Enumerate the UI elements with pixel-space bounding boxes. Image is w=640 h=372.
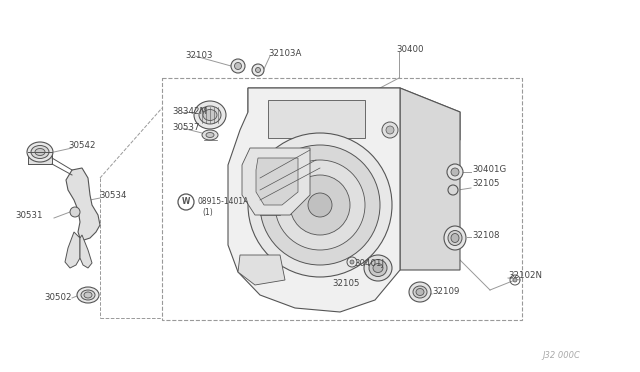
Text: 30401G: 30401G <box>472 166 506 174</box>
Text: 32103A: 32103A <box>268 48 301 58</box>
Circle shape <box>275 160 365 250</box>
Ellipse shape <box>409 282 431 302</box>
Ellipse shape <box>413 286 427 298</box>
Polygon shape <box>80 235 92 268</box>
Polygon shape <box>238 255 285 285</box>
Text: 30534: 30534 <box>99 192 127 201</box>
Text: 30400: 30400 <box>396 45 424 55</box>
Ellipse shape <box>203 109 217 121</box>
Circle shape <box>308 193 332 217</box>
Text: 38342M: 38342M <box>172 108 207 116</box>
Circle shape <box>382 122 398 138</box>
Polygon shape <box>66 168 100 240</box>
Text: 30537: 30537 <box>172 124 200 132</box>
Circle shape <box>231 59 245 73</box>
Bar <box>162 78 522 320</box>
Circle shape <box>252 64 264 76</box>
Text: 32109: 32109 <box>432 288 460 296</box>
Bar <box>28 152 52 164</box>
Ellipse shape <box>194 101 226 129</box>
Circle shape <box>447 164 463 180</box>
Text: 32108: 32108 <box>472 231 499 240</box>
Circle shape <box>248 133 392 277</box>
Circle shape <box>255 67 260 73</box>
Ellipse shape <box>81 290 95 300</box>
Text: 32105: 32105 <box>472 180 499 189</box>
Ellipse shape <box>35 148 45 155</box>
Text: 30502: 30502 <box>44 294 72 302</box>
Text: 30531: 30531 <box>15 212 42 221</box>
Circle shape <box>290 175 350 235</box>
Text: 32102N: 32102N <box>508 270 542 279</box>
Polygon shape <box>242 148 310 215</box>
Polygon shape <box>228 88 400 312</box>
Ellipse shape <box>199 106 221 124</box>
Polygon shape <box>268 100 365 138</box>
Text: W: W <box>182 198 190 206</box>
Text: 32105: 32105 <box>332 279 360 288</box>
Text: 32103: 32103 <box>185 51 212 61</box>
Text: 30401J: 30401J <box>354 259 384 267</box>
Circle shape <box>451 168 459 176</box>
Ellipse shape <box>373 263 383 273</box>
Ellipse shape <box>84 292 92 298</box>
Polygon shape <box>248 88 460 140</box>
Ellipse shape <box>77 287 99 303</box>
Ellipse shape <box>206 132 214 138</box>
Ellipse shape <box>202 130 218 140</box>
Polygon shape <box>400 88 460 270</box>
Circle shape <box>70 207 80 217</box>
Ellipse shape <box>364 255 392 281</box>
Circle shape <box>386 126 394 134</box>
Polygon shape <box>65 232 80 268</box>
Ellipse shape <box>416 289 424 295</box>
Circle shape <box>513 278 517 282</box>
Circle shape <box>234 62 241 70</box>
Text: (1): (1) <box>202 208 212 217</box>
Polygon shape <box>256 158 298 205</box>
Text: 30542: 30542 <box>68 141 95 150</box>
Circle shape <box>350 260 354 264</box>
Ellipse shape <box>451 234 459 243</box>
Ellipse shape <box>31 145 49 158</box>
Ellipse shape <box>448 231 462 246</box>
Circle shape <box>260 145 380 265</box>
Ellipse shape <box>369 260 387 276</box>
Ellipse shape <box>444 226 466 250</box>
Ellipse shape <box>27 142 53 162</box>
Text: J32 000C: J32 000C <box>542 351 580 360</box>
Text: 08915-1401A: 08915-1401A <box>198 198 250 206</box>
